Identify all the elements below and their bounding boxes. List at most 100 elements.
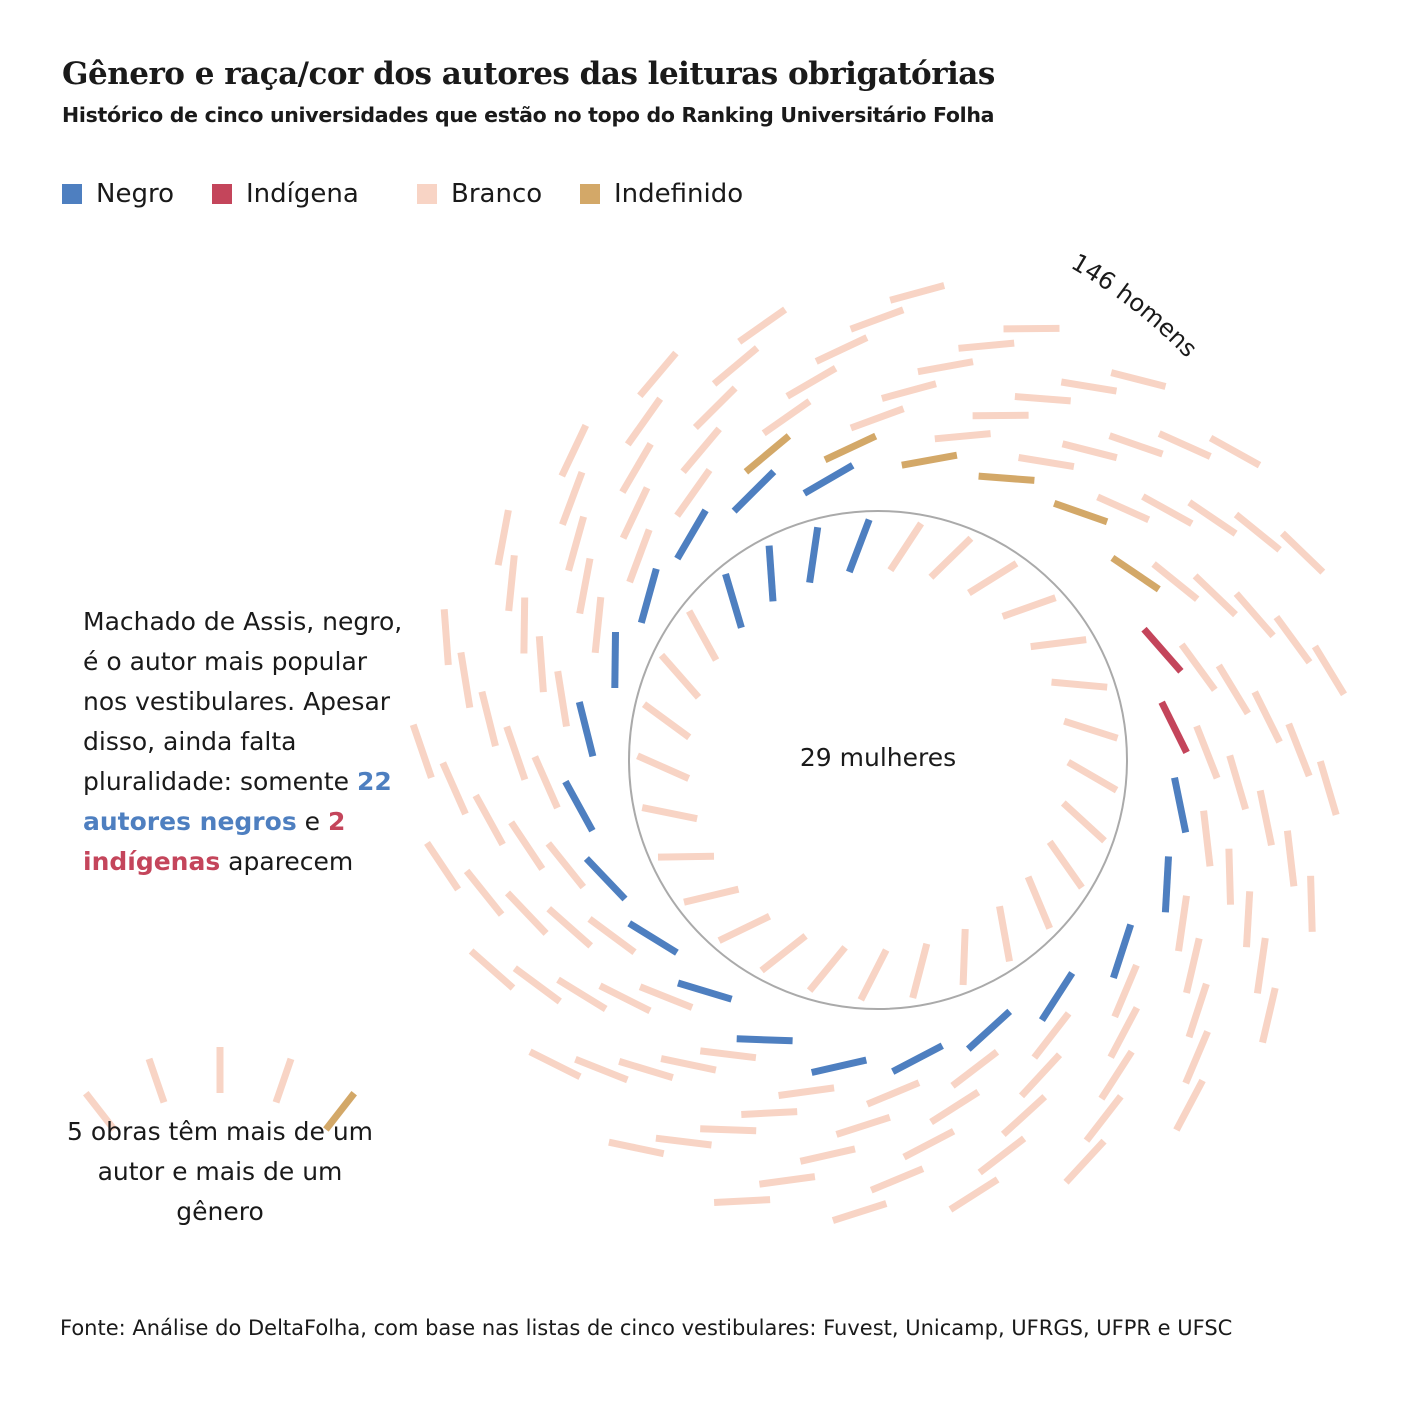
man-author-mark-branco [692, 385, 738, 430]
man-author-mark-branco [700, 1125, 757, 1135]
chart-title: Gênero e raça/cor dos autores das leitur… [62, 56, 995, 92]
man-author-mark-branco [865, 1079, 921, 1108]
man-author-mark-branco [457, 651, 474, 709]
annotation-text-3: aparecem [220, 847, 354, 876]
man-author-mark-branco [565, 515, 587, 572]
man-author-mark-branco [880, 380, 937, 402]
woman-author-mark-negro [722, 573, 745, 629]
legend-label-branco: Branco [451, 179, 543, 209]
man-author-mark-indefinido [901, 451, 958, 469]
women-marks-group [636, 518, 1119, 1002]
woman-author-mark-branco [1001, 594, 1057, 620]
man-author-mark-branco [1151, 561, 1200, 602]
woman-author-mark-branco [641, 701, 692, 741]
man-author-mark-branco [1063, 1138, 1107, 1185]
man-author-mark-branco [619, 442, 654, 494]
man-author-mark-branco [546, 906, 594, 949]
man-author-mark-branco [1031, 1011, 1072, 1060]
man-author-mark-branco [618, 1058, 674, 1081]
man-author-mark-branco [624, 396, 664, 447]
man-author-mark-branco [799, 1145, 856, 1165]
man-author-mark-branco [1098, 1049, 1135, 1101]
woman-author-mark-branco [959, 928, 969, 986]
man-author-mark-branco [1307, 875, 1316, 932]
man-author-mark-branco [1225, 848, 1234, 905]
man-author-mark-branco [638, 983, 694, 1011]
man-author-mark-branco [761, 398, 812, 437]
annotation-text-1: Machado de Assis, negro, é o autor mais … [83, 607, 403, 796]
woman-author-mark-branco [636, 752, 691, 782]
man-author-mark-branco [528, 1048, 582, 1080]
man-author-mark-branco [1233, 511, 1282, 553]
woman-author-mark-branco [806, 945, 848, 993]
man-author-mark-branco [556, 976, 608, 1012]
man-author-mark-branco [1108, 432, 1164, 458]
women-circle [628, 510, 1128, 1010]
man-author-mark-branco [814, 334, 869, 365]
woman-author-mark-branco [657, 852, 715, 861]
man-author-mark-branco [591, 596, 605, 654]
legend-item-indefinido: Indefinido [580, 176, 743, 212]
man-author-mark-branco [554, 670, 570, 728]
man-author-mark-branco [713, 1196, 771, 1206]
woman-author-mark-negro [806, 526, 822, 584]
source-note: Fonte: Análise do DeltaFolha, com base n… [60, 1316, 1233, 1340]
man-author-mark-branco [1096, 493, 1151, 523]
men-group-label: 146 homens [1067, 248, 1203, 363]
man-author-mark-branco [1192, 573, 1238, 618]
multi-author-mark-branco [145, 1057, 168, 1104]
woman-author-mark-branco [1051, 678, 1108, 691]
chart-subtitle: Histórico de cinco universidades que est… [62, 103, 995, 127]
man-author-mark-branco [409, 723, 435, 779]
man-author-mark-indefinido [823, 432, 878, 463]
man-author-mark-branco [660, 1055, 717, 1074]
man-author-mark-branco [505, 554, 518, 612]
man-author-mark-branco [758, 1173, 816, 1188]
man-author-mark-indefinido [1053, 499, 1109, 526]
man-author-mark-negro [1038, 971, 1076, 1022]
man-author-mark-negro [802, 462, 855, 497]
man-author-mark-branco [1014, 393, 1071, 405]
woman-author-mark-branco [909, 942, 931, 999]
man-author-mark-branco [503, 725, 529, 781]
man-author-mark-branco [531, 755, 561, 810]
man-author-mark-negro [731, 469, 777, 514]
woman-author-mark-branco [928, 535, 974, 580]
man-author-mark-branco [535, 635, 547, 693]
man-author-mark-negro [736, 1035, 793, 1045]
man-author-mark-negro [1171, 776, 1190, 834]
annotation: Machado de Assis, negro, é o autor mais … [83, 602, 403, 882]
man-author-mark-branco [440, 608, 452, 666]
men-marks-group [409, 282, 1347, 1224]
man-author-mark-negro [1161, 856, 1172, 913]
man-author-mark-branco [1215, 663, 1251, 716]
woman-author-mark-branco [996, 905, 1013, 963]
man-author-mark-branco [508, 820, 546, 871]
man-author-mark-branco [680, 426, 722, 474]
multi-author-mark-indefinido [323, 1091, 357, 1132]
woman-author-mark-branco [887, 521, 925, 573]
man-author-mark-branco [1061, 440, 1118, 462]
man-author-mark-branco [1283, 830, 1298, 887]
man-author-mark-branco [1208, 434, 1262, 469]
man-author-mark-branco [1060, 378, 1118, 395]
man-author-mark-branco [1253, 937, 1269, 994]
man-author-mark-negro [583, 856, 628, 902]
man-author-mark-branco [520, 597, 529, 654]
man-author-mark-indigena [1141, 626, 1184, 674]
multi-marks-group [83, 1047, 357, 1132]
man-author-mark-branco [737, 306, 788, 345]
legend-swatch-indigena [212, 184, 232, 204]
man-author-mark-branco [1256, 789, 1275, 847]
man-author-mark-branco [619, 486, 651, 540]
man-author-mark-branco [1187, 499, 1238, 537]
man-author-mark-branco [1157, 430, 1212, 460]
man-author-mark-branco [1316, 760, 1340, 816]
man-author-mark-branco [463, 868, 505, 917]
man-author-mark-branco [472, 793, 506, 847]
man-author-mark-negro [627, 920, 679, 956]
man-author-mark-indefinido [1110, 555, 1161, 593]
legend-item-branco: Branco [417, 176, 542, 212]
man-author-mark-branco [655, 1134, 712, 1149]
men-group-label-path: 146 homens [1067, 248, 1203, 363]
